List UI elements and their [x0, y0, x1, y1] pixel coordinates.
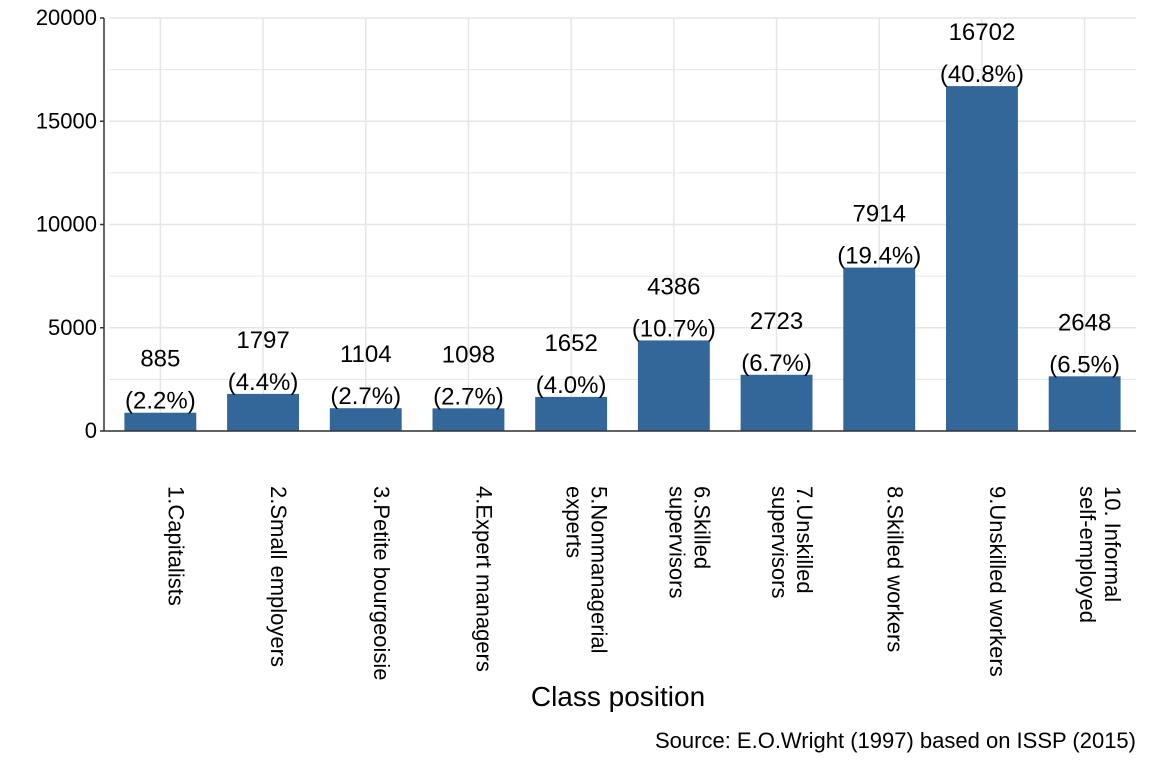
- x-tick-label-line: 4.Expert managers: [471, 486, 496, 672]
- bar-value-label: 1652: [544, 330, 597, 357]
- x-tick-label-line: 9.Unskilled workers: [985, 486, 1010, 677]
- bar: [124, 412, 197, 431]
- bar: [535, 396, 608, 431]
- axes: 0 5000 10000 15000 20000 1.Capitalists 2.Small…: [36, 5, 1136, 680]
- data-labels: 885 (2.2%) 1797 (4.4%) 1104 (2.7%) 1098 (2.7%) 1…: [125, 19, 1120, 415]
- x-tick-label-line: 10. Informal: [1100, 486, 1125, 602]
- bar-value-label: 2648: [1058, 309, 1111, 336]
- x-tick-label-line: self-employed: [1075, 486, 1100, 623]
- x-tick-label-line: 7.Unskilled: [792, 486, 817, 594]
- bar-value-label: 1797: [236, 327, 289, 354]
- bars: [124, 86, 1121, 431]
- x-tick-label-line: supervisors: [767, 486, 792, 598]
- x-tick-label: 3.Petite bourgeoisie: [369, 486, 394, 680]
- bar-percent-label: (19.4%): [837, 243, 921, 270]
- x-axis-title: Class position: [531, 681, 705, 712]
- bar-percent-label: (2.2%): [125, 388, 196, 415]
- x-tick-label-line: 2.Small employers: [266, 486, 291, 667]
- x-tick-label-line: supervisors: [664, 486, 689, 598]
- y-tick-label: 5000: [48, 315, 97, 340]
- bar-value-label: 7914: [853, 201, 906, 228]
- bar: [946, 86, 1018, 431]
- x-tick-label-line: experts: [562, 486, 587, 558]
- source-note: Source: E.O.Wright (1997) based on ISSP …: [655, 728, 1136, 753]
- x-tick-label: 4.Expert managers: [471, 486, 496, 672]
- x-tick-label: 1.Capitalists: [163, 486, 188, 606]
- bar-percent-label: (10.7%): [632, 315, 716, 342]
- bar-percent-label: (2.7%): [330, 383, 401, 410]
- bar-value-label: 2723: [750, 308, 803, 335]
- bar: [740, 374, 813, 431]
- bar-value-label: 1098: [442, 341, 495, 368]
- x-tick-label: 9.Unskilled workers: [985, 486, 1010, 677]
- bar-value-label: 885: [140, 346, 180, 373]
- bar: [843, 267, 916, 431]
- bar: [1048, 376, 1121, 431]
- bar-value-label: 1104: [340, 341, 392, 368]
- y-tick-label: 0: [85, 418, 97, 443]
- y-tick-label: 10000: [36, 212, 97, 237]
- x-tick-label-line: 8.Skilled workers: [882, 486, 907, 652]
- bar-percent-label: (6.5%): [1049, 351, 1120, 378]
- bar: [432, 408, 505, 431]
- x-tick-label: 8.Skilled workers: [882, 486, 907, 652]
- bar-value-label: 4386: [647, 273, 700, 300]
- x-tick-label: 2.Small employers: [266, 486, 291, 667]
- x-tick-label-line: 1.Capitalists: [163, 486, 188, 606]
- x-tick-label-line: 5.Nonmanagerial: [587, 486, 612, 654]
- bar-percent-label: (2.7%): [433, 383, 504, 410]
- bar-percent-label: (4.4%): [228, 369, 299, 396]
- y-tick-label: 20000: [36, 5, 97, 30]
- x-tick-label-line: 6.Skilled: [689, 486, 714, 569]
- bar-value-label: 16702: [949, 19, 1016, 46]
- bar-percent-label: (40.8%): [940, 61, 1024, 88]
- bar: [329, 408, 402, 431]
- bar: [227, 393, 299, 431]
- y-tick-label: 15000: [36, 108, 97, 133]
- x-tick-label-line: 3.Petite bourgeoisie: [369, 486, 394, 680]
- bar-percent-label: (6.7%): [741, 350, 812, 377]
- bar-percent-label: (4.0%): [536, 372, 607, 399]
- bar: [637, 340, 710, 431]
